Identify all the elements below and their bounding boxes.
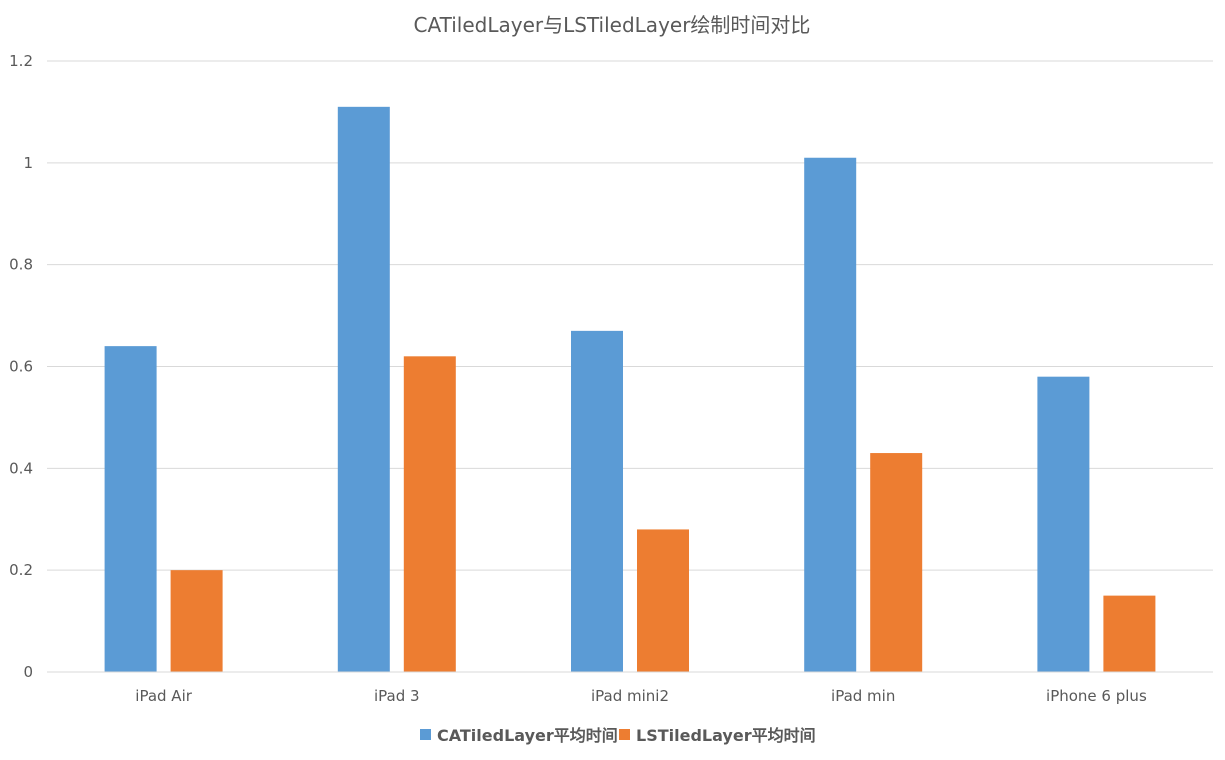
x-tick-label: iPad min	[831, 687, 895, 705]
y-tick-label: 0.8	[9, 256, 33, 274]
bar-lstiledlayer	[1103, 595, 1156, 672]
bar-catiledlayer	[104, 346, 157, 672]
bars	[104, 106, 1156, 672]
bar-catiledlayer	[804, 157, 857, 672]
y-axis-tick-labels: 0 0.2 0.4 0.6 0.8 1 1.2	[9, 52, 33, 681]
y-tick-label: 1.2	[9, 52, 33, 70]
legend-swatch	[619, 729, 630, 740]
bar-lstiledlayer	[403, 356, 456, 672]
y-tick-label: 0.2	[9, 561, 33, 579]
bar-lstiledlayer	[637, 529, 689, 672]
bar-catiledlayer	[337, 106, 390, 672]
bar-lstiledlayer	[870, 453, 923, 672]
legend-swatch	[420, 729, 431, 740]
x-tick-label: iPad mini2	[591, 687, 669, 705]
bar-lstiledlayer	[170, 570, 223, 672]
legend-label: LSTiledLayer平均时间	[636, 726, 816, 745]
legend: CATiledLayer平均时间 LSTiledLayer平均时间	[420, 726, 816, 745]
x-tick-label: iPad 3	[374, 687, 420, 705]
x-axis-tick-labels: iPad Air iPad 3 iPad mini2 iPad min iPhone 6…	[135, 687, 1147, 705]
bar-catiledlayer	[571, 330, 623, 672]
y-tick-label: 0.4	[9, 459, 33, 477]
legend-label: CATiledLayer平均时间	[437, 726, 618, 745]
bar-catiledlayer	[1037, 376, 1090, 672]
y-tick-label: 0.6	[9, 358, 33, 376]
legend-item-lstiledlayer: LSTiledLayer平均时间	[619, 726, 816, 745]
chart-title: CATiledLayer与LSTiledLayer绘制时间对比	[414, 13, 811, 37]
legend-item-catiledlayer: CATiledLayer平均时间	[420, 726, 618, 745]
x-tick-label: iPhone 6 plus	[1046, 687, 1147, 705]
y-tick-label: 0	[23, 663, 33, 681]
gridlines	[47, 60, 1213, 571]
y-tick-label: 1	[23, 154, 33, 172]
x-tick-label: iPad Air	[135, 687, 192, 705]
